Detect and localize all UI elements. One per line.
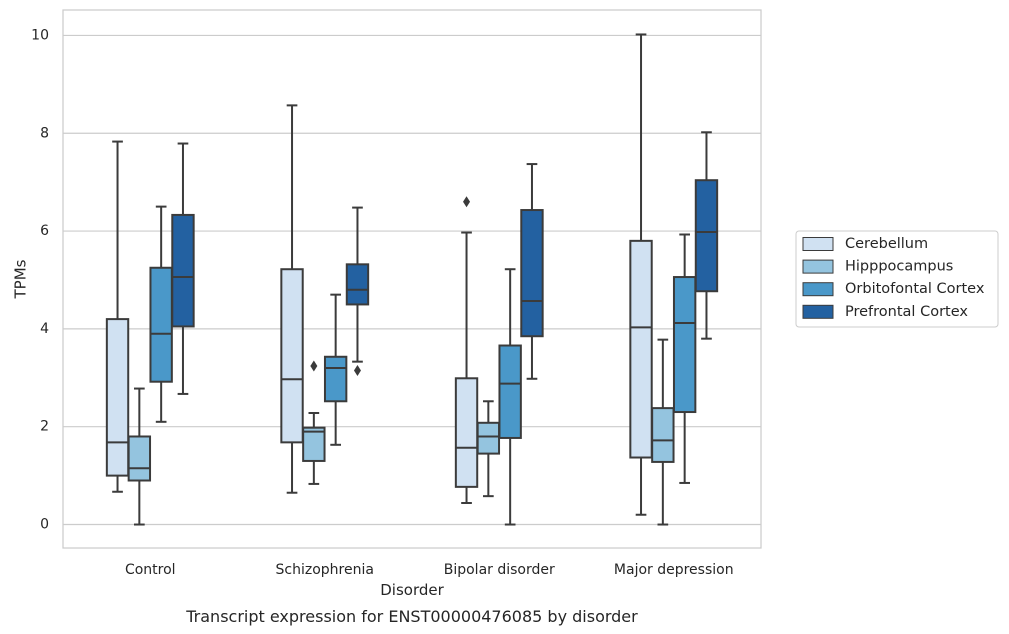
- box-iqr: [171, 213, 195, 328]
- legend-label: Hipppocampus: [845, 259, 953, 275]
- outlier-point: [310, 360, 318, 372]
- box-iqr: [651, 407, 675, 463]
- legend-swatch: [802, 304, 834, 319]
- box-iqr: [672, 276, 697, 414]
- box-iqr: [498, 344, 522, 439]
- legend-items: Cerebellum Hipppocampus Orbitofontal Corte…: [802, 236, 985, 320]
- x-tick-label: Control: [125, 562, 176, 578]
- box-iqr: [127, 435, 152, 482]
- legend-swatch: [802, 282, 834, 297]
- box-iqr: [520, 209, 544, 338]
- plot-area-frame: [62, 9, 762, 549]
- box-iqr: [149, 266, 173, 383]
- legend-label: Orbitofontal Cortex: [845, 281, 985, 297]
- x-tick-label: Bipolar disorder: [444, 562, 555, 578]
- box-iqr: [476, 421, 501, 455]
- y-axis-label: TPMs: [12, 259, 30, 299]
- y-tick-label: 8: [40, 125, 49, 141]
- chart-caption: Transcript expression for ENST0000047608…: [185, 607, 638, 626]
- legend-label: Prefrontal Cortex: [845, 304, 968, 320]
- box-hipppocampus: [302, 360, 326, 485]
- box-iqr: [323, 355, 348, 403]
- y-tick-label: 6: [40, 223, 49, 239]
- box-iqr: [345, 263, 370, 306]
- y-tick-label: 2: [40, 419, 49, 435]
- box-series: [105, 33, 719, 526]
- legend: Cerebellum Hipppocampus Orbitofontal Corte…: [795, 230, 999, 328]
- legend-label: Cerebellum: [845, 236, 928, 252]
- outlier-point: [463, 196, 471, 208]
- legend-swatch: [802, 237, 834, 251]
- outlier-point: [353, 364, 361, 376]
- box-iqr: [694, 179, 719, 293]
- y-tick-label: 4: [40, 321, 49, 337]
- x-axis-label: Disorder: [380, 581, 444, 599]
- box-cerebellum: [454, 196, 479, 505]
- legend-frame: [795, 230, 999, 328]
- box-prefrontal-cortex: [694, 131, 719, 340]
- box-hipppocampus: [476, 400, 501, 498]
- box-prefrontal-cortex: [171, 142, 195, 395]
- y-tick-label: 0: [40, 517, 49, 533]
- box-cerebellum: [280, 104, 304, 494]
- box-cerebellum: [105, 140, 130, 493]
- box-prefrontal-cortex: [520, 163, 544, 380]
- legend-swatch: [802, 259, 834, 274]
- box-iqr: [629, 239, 653, 459]
- box-hipppocampus: [651, 338, 675, 526]
- box-prefrontal-cortex: [345, 206, 370, 376]
- y-tick-labels: 0 2 4 6 8 10: [31, 27, 49, 532]
- box-orbitofontal-cortex: [672, 233, 697, 484]
- x-tick-labels: Control Schizophrenia Bipolar disorder Majo…: [125, 562, 734, 578]
- x-tick-label: Schizophrenia: [276, 562, 374, 578]
- x-tick-label: Major depression: [614, 562, 734, 578]
- box-iqr: [454, 377, 479, 488]
- y-tick-label: 10: [31, 27, 49, 43]
- box-orbitofontal-cortex: [149, 205, 173, 423]
- box-orbitofontal-cortex: [323, 293, 348, 446]
- box-iqr: [302, 426, 326, 462]
- box-orbitofontal-cortex: [498, 268, 522, 526]
- box-cerebellum: [629, 33, 653, 516]
- box-iqr: [105, 318, 130, 477]
- box-hipppocampus: [127, 387, 152, 526]
- box-iqr: [280, 268, 304, 444]
